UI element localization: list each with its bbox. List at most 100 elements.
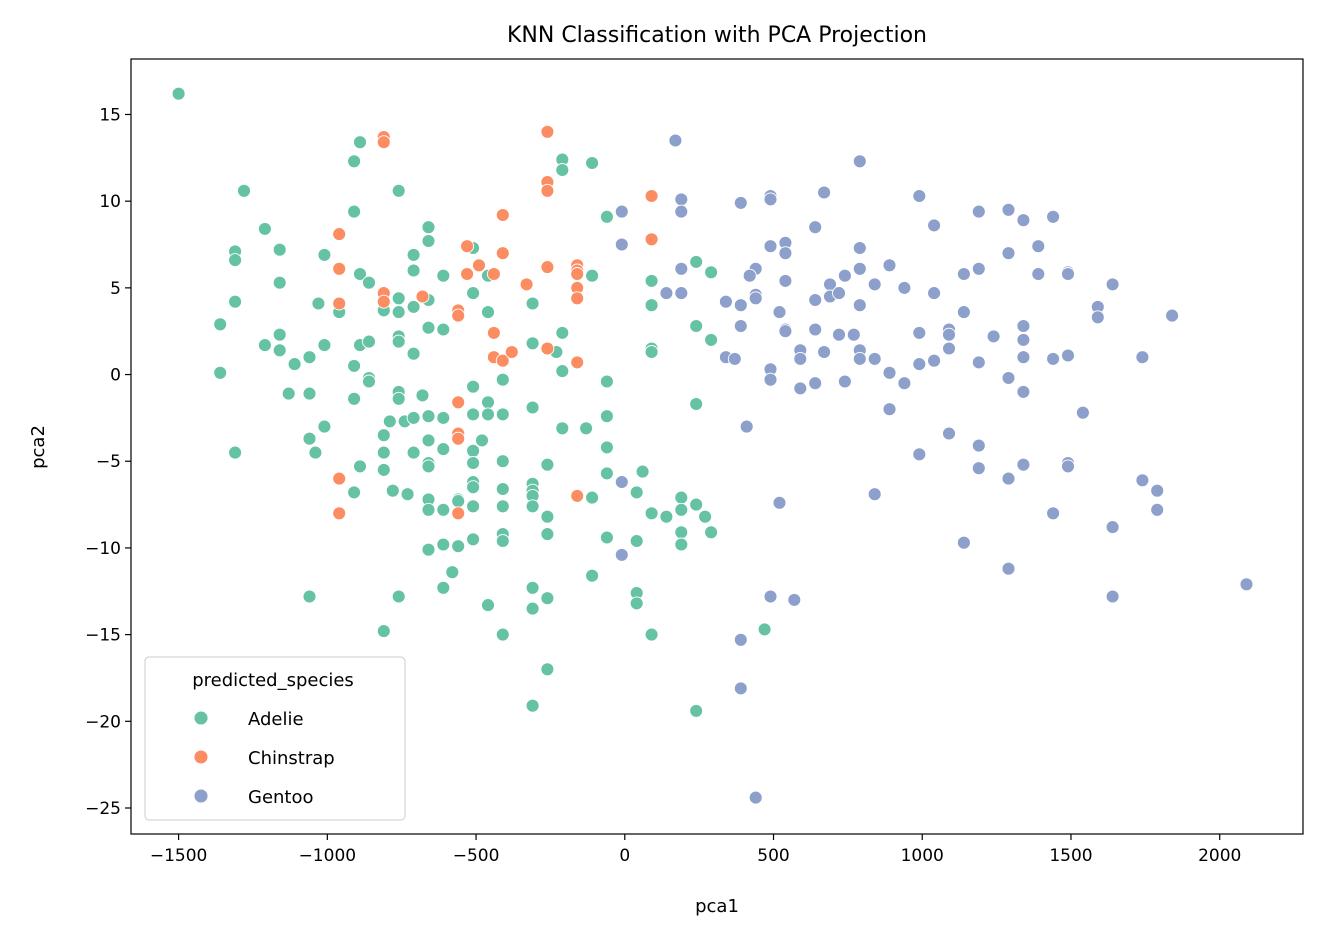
point-gentoo — [927, 218, 942, 233]
point-adelie — [317, 247, 332, 262]
point-adelie — [525, 296, 540, 311]
point-gentoo — [739, 419, 754, 434]
point-chinstrap — [332, 471, 347, 486]
point-gentoo — [956, 267, 971, 281]
point-gentoo — [1016, 319, 1031, 333]
chart-title: KNN Classification with PCA Projection — [507, 23, 927, 48]
point-adelie — [317, 419, 332, 434]
point-adelie — [347, 485, 362, 500]
point-chinstrap — [644, 232, 659, 247]
point-gentoo — [1150, 502, 1165, 517]
point-gentoo — [882, 258, 897, 273]
point-chinstrap — [415, 289, 430, 304]
point-gentoo — [867, 277, 882, 292]
point-adelie — [421, 459, 436, 474]
point-chinstrap — [460, 267, 475, 281]
point-adelie — [406, 410, 421, 425]
point-gentoo — [808, 322, 823, 337]
point-gentoo — [1061, 459, 1075, 474]
point-gentoo — [817, 345, 832, 359]
point-gentoo — [1046, 209, 1061, 224]
point-adelie — [421, 542, 436, 557]
point-adelie — [599, 466, 614, 481]
x-tick-label: 2000 — [1198, 846, 1241, 866]
point-gentoo — [733, 319, 748, 333]
x-tick-label: 1000 — [901, 846, 944, 866]
point-adelie — [674, 490, 689, 505]
point-gentoo — [852, 261, 867, 276]
point-gentoo — [942, 426, 956, 441]
point-gentoo — [727, 351, 742, 366]
point-gentoo — [846, 327, 861, 342]
legend-label-adelie: Adelie — [248, 709, 304, 730]
point-adelie — [540, 527, 555, 542]
point-chinstrap — [376, 135, 391, 150]
point-gentoo — [956, 535, 971, 550]
point-gentoo — [1061, 348, 1075, 363]
y-axis-label: pca2 — [28, 425, 49, 469]
y-tick-label: 10 — [99, 192, 121, 212]
point-adelie — [704, 332, 719, 347]
point-adelie — [674, 537, 689, 552]
point-gentoo — [912, 189, 927, 203]
point-chinstrap — [486, 325, 501, 340]
point-adelie — [302, 386, 317, 401]
point-adelie — [525, 601, 540, 616]
point-adelie — [555, 364, 570, 379]
point-chinstrap — [495, 246, 510, 261]
x-tick-label: −500 — [453, 846, 500, 866]
point-gentoo — [882, 402, 897, 417]
point-adelie — [391, 305, 406, 320]
point-adelie — [466, 456, 481, 470]
point-adelie — [466, 379, 481, 394]
point-adelie — [436, 410, 451, 425]
point-adelie — [579, 421, 594, 436]
point-adelie — [436, 268, 451, 283]
point-gentoo — [718, 294, 733, 309]
point-gentoo — [837, 268, 852, 283]
point-adelie — [599, 530, 614, 545]
point-chinstrap — [570, 267, 585, 281]
point-adelie — [421, 433, 436, 448]
point-adelie — [629, 485, 644, 500]
point-adelie — [451, 539, 466, 554]
point-gentoo — [912, 357, 927, 372]
point-chinstrap — [332, 506, 347, 521]
point-adelie — [585, 268, 600, 283]
point-adelie — [421, 234, 436, 248]
point-gentoo — [674, 192, 689, 207]
point-adelie — [317, 338, 332, 353]
point-gentoo — [867, 351, 882, 366]
y-tick-label: −15 — [85, 626, 121, 646]
point-adelie — [481, 395, 495, 410]
point-adelie — [495, 499, 510, 514]
point-chinstrap — [332, 261, 347, 276]
point-adelie — [689, 497, 704, 512]
point-adelie — [385, 483, 400, 498]
x-tick-label: 1500 — [1049, 846, 1092, 866]
point-adelie — [451, 494, 466, 509]
y-tick-label: 0 — [110, 366, 121, 386]
point-adelie — [353, 267, 367, 281]
x-axis-ticks: −1500 −1000 −500 0 500 1000 1500 2000 — [150, 834, 1241, 866]
y-tick-label: −5 — [96, 452, 121, 472]
point-gentoo — [674, 286, 689, 301]
point-gentoo — [1016, 332, 1031, 347]
point-adelie — [644, 627, 659, 642]
point-gentoo — [659, 286, 674, 301]
point-adelie — [704, 265, 719, 280]
point-gentoo — [1016, 384, 1031, 399]
point-adelie — [585, 568, 600, 583]
y-tick-label: 5 — [110, 279, 121, 299]
point-adelie — [311, 296, 326, 311]
legend-box — [144, 656, 406, 821]
point-adelie — [599, 209, 614, 224]
point-adelie — [644, 506, 659, 521]
x-tick-label: 0 — [619, 846, 630, 866]
point-gentoo — [971, 355, 986, 370]
point-adelie — [228, 253, 243, 268]
point-adelie — [287, 357, 302, 372]
point-adelie — [421, 220, 436, 235]
point-adelie — [644, 273, 659, 288]
point-gentoo — [674, 204, 689, 219]
